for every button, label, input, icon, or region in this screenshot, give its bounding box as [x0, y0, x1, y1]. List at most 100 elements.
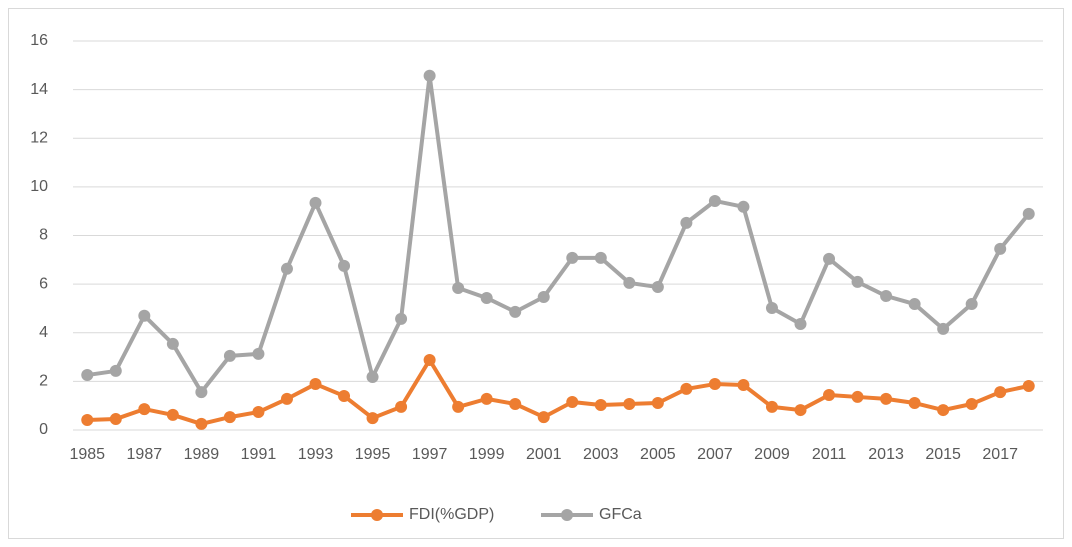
point — [823, 388, 836, 401]
point — [794, 404, 807, 417]
point — [794, 317, 807, 330]
point — [851, 390, 864, 403]
point — [765, 301, 778, 314]
point — [280, 262, 293, 275]
point — [509, 305, 522, 318]
point — [309, 196, 322, 209]
point — [594, 251, 607, 264]
point — [737, 200, 750, 213]
point — [138, 309, 151, 322]
point — [223, 349, 236, 362]
point — [623, 397, 636, 410]
point — [1022, 207, 1035, 220]
point — [537, 291, 550, 304]
point — [937, 322, 950, 335]
point — [880, 290, 893, 303]
point — [908, 298, 921, 311]
series-line — [85, 73, 1031, 395]
x-tick-label: 2005 — [640, 446, 676, 463]
chart-border — [8, 8, 1064, 539]
legend-marker — [561, 509, 573, 521]
x-tick-label: 1997 — [412, 446, 448, 463]
point — [937, 404, 950, 417]
y-tick-label: 0 — [39, 421, 48, 438]
point — [452, 400, 465, 413]
point — [708, 378, 721, 391]
point — [81, 369, 94, 382]
point — [366, 370, 379, 383]
point — [651, 397, 664, 410]
x-tick-label: 2003 — [583, 446, 619, 463]
x-tick-label: 1985 — [69, 446, 105, 463]
y-tick-label: 14 — [30, 81, 48, 98]
x-tick-label: 1987 — [127, 446, 163, 463]
point — [166, 408, 179, 421]
point — [994, 242, 1007, 255]
point — [509, 397, 522, 410]
point — [566, 251, 579, 264]
x-tick-label: 1993 — [298, 446, 334, 463]
x-tick-label: 1999 — [469, 446, 505, 463]
x-tick-label: 2001 — [526, 446, 562, 463]
point — [823, 252, 836, 265]
point — [252, 347, 265, 360]
point — [680, 216, 693, 229]
point — [423, 353, 436, 366]
x-tick-label: 1989 — [184, 446, 220, 463]
point — [366, 412, 379, 425]
x-tick-label: 2017 — [982, 446, 1018, 463]
point — [338, 259, 351, 272]
point — [480, 291, 493, 304]
point — [395, 312, 408, 325]
point — [480, 392, 493, 405]
point — [1022, 379, 1035, 392]
point — [338, 389, 351, 402]
point — [965, 397, 978, 410]
point — [908, 397, 921, 410]
point — [109, 364, 122, 377]
point — [395, 400, 408, 413]
point — [680, 382, 693, 395]
point — [423, 69, 436, 82]
point — [994, 386, 1007, 399]
point — [851, 275, 864, 288]
x-tick-label: 2011 — [812, 446, 847, 463]
x-tick-label: 2013 — [868, 446, 904, 463]
series-line — [85, 357, 1031, 426]
legend-label: GFCa — [599, 506, 642, 523]
point — [252, 406, 265, 419]
x-tick-label: 2007 — [697, 446, 733, 463]
y-tick-label: 16 — [30, 32, 48, 49]
point — [109, 413, 122, 426]
point — [880, 392, 893, 405]
y-tick-label: 6 — [39, 275, 48, 292]
point — [594, 398, 607, 411]
y-tick-label: 2 — [39, 373, 48, 390]
legend-marker — [371, 509, 383, 521]
y-tick-label: 8 — [39, 227, 48, 244]
point — [223, 411, 236, 424]
legend-label: FDI(%GDP) — [409, 506, 494, 523]
x-tick-label: 2009 — [754, 446, 790, 463]
point — [309, 378, 322, 391]
x-tick-label: 1991 — [241, 446, 277, 463]
y-tick-label: 4 — [39, 324, 48, 341]
point — [138, 403, 151, 416]
point — [195, 417, 208, 430]
point — [566, 396, 579, 409]
point — [195, 386, 208, 399]
y-tick-label: 10 — [30, 178, 48, 195]
x-tick-label: 2015 — [925, 446, 961, 463]
x-tick-label: 1995 — [355, 446, 391, 463]
point — [81, 414, 94, 427]
point — [965, 298, 978, 311]
point — [708, 194, 721, 207]
point — [452, 282, 465, 295]
point — [623, 276, 636, 289]
point — [737, 379, 750, 392]
point — [280, 392, 293, 405]
y-tick-label: 12 — [30, 129, 48, 146]
point — [651, 281, 664, 294]
point — [765, 400, 778, 413]
